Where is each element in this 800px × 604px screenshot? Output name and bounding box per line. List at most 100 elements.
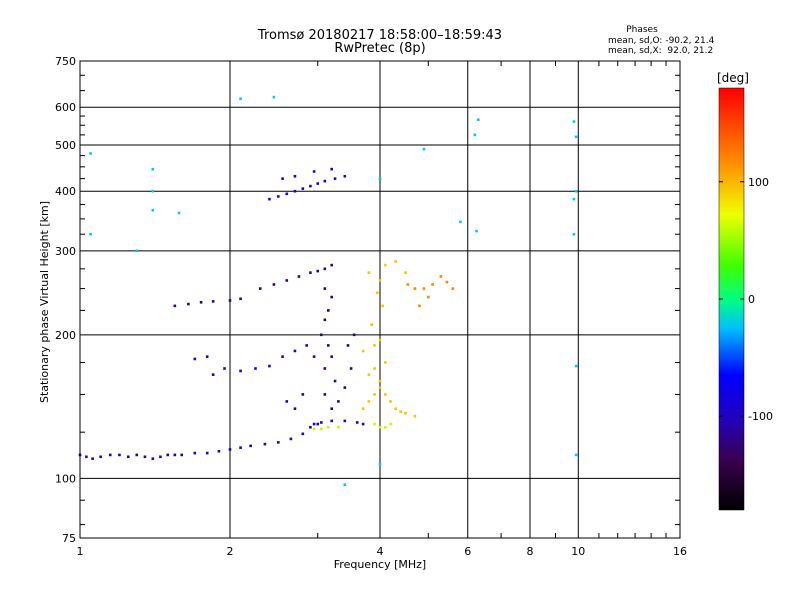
echo-point — [404, 411, 407, 415]
echo-point — [89, 232, 92, 236]
echo-point — [373, 367, 376, 370]
echo-point — [323, 179, 327, 183]
echo-point — [413, 287, 417, 290]
echo-point — [316, 269, 320, 273]
echo-point — [193, 451, 197, 455]
echo-point — [572, 120, 576, 123]
x-tick-label: 8 — [527, 545, 534, 558]
echo-point — [381, 304, 384, 308]
echo-point — [268, 197, 271, 201]
echo-point — [228, 448, 232, 451]
echo-point — [173, 453, 177, 457]
echo-point — [418, 304, 421, 308]
echo-point — [301, 432, 305, 436]
echo-point — [333, 177, 337, 180]
echo-point — [330, 419, 334, 423]
echo-point — [211, 300, 215, 303]
echo-point — [394, 260, 397, 263]
echo-point — [373, 422, 376, 426]
echo-point — [151, 208, 155, 212]
echo-point — [323, 393, 327, 396]
colorbar — [718, 87, 745, 511]
echo-point — [301, 187, 305, 190]
echo-point — [276, 195, 280, 198]
echo-point — [330, 295, 334, 299]
echo-point — [352, 333, 356, 337]
echo-point — [312, 427, 316, 431]
echo-point — [574, 189, 578, 193]
echo-point — [254, 367, 257, 370]
echo-point — [378, 386, 382, 389]
echo-point — [309, 425, 312, 429]
echo-point — [346, 344, 350, 347]
y-tick-label: 600 — [55, 101, 76, 114]
echo-point — [309, 271, 312, 274]
x-axis-ticks: 1 2 4 6 8 10 16 — [77, 61, 687, 558]
x-tick-label: 2 — [227, 545, 234, 558]
echo-point — [177, 211, 181, 215]
echo-point — [285, 400, 289, 403]
echo-point — [327, 425, 330, 429]
echo-point — [330, 407, 334, 411]
echo-point — [330, 263, 334, 267]
echo-point — [239, 297, 242, 301]
echo-point — [574, 453, 578, 457]
echo-points — [78, 95, 578, 487]
echo-point — [180, 453, 184, 457]
echo-point — [312, 422, 316, 426]
echo-point — [173, 304, 177, 308]
echo-point — [384, 361, 387, 364]
echo-point — [330, 167, 334, 171]
y-tick-label: 75 — [62, 532, 76, 545]
echo-point — [223, 367, 226, 370]
echo-point — [320, 421, 323, 424]
echo-point — [572, 197, 576, 201]
echo-point — [459, 220, 462, 224]
echo-point — [281, 177, 284, 180]
echo-point — [426, 295, 430, 299]
echo-point — [373, 393, 376, 396]
echo-point — [268, 364, 271, 368]
echo-point — [355, 421, 359, 424]
stats-line-o: mean, sd,O: -90.2, 21.4 — [608, 36, 715, 46]
echo-point — [367, 271, 371, 274]
echo-point — [445, 280, 449, 284]
echo-point — [394, 407, 397, 411]
echo-point — [367, 400, 371, 403]
echo-point — [343, 483, 347, 487]
echo-point — [89, 152, 92, 155]
echo-point — [389, 400, 392, 403]
echo-point — [378, 177, 382, 180]
echo-point — [118, 453, 121, 457]
echo-point — [337, 425, 340, 429]
echo-point — [323, 318, 327, 322]
echo-point — [293, 349, 297, 353]
echo-point — [404, 271, 407, 274]
colorbar-ticks: -100 0 100 — [719, 176, 773, 423]
echo-point — [301, 393, 305, 396]
echo-point — [205, 355, 209, 358]
echo-point — [249, 444, 252, 448]
echo-point — [285, 192, 289, 196]
echo-point — [151, 167, 155, 171]
echo-point — [378, 425, 382, 429]
echo-point — [297, 275, 301, 278]
echo-point — [337, 400, 340, 403]
echo-point — [211, 373, 215, 376]
echo-point — [199, 300, 203, 304]
echo-point — [91, 457, 94, 460]
echo-point — [99, 455, 102, 459]
echo-point — [320, 427, 323, 431]
x-tick-label: 1 — [77, 545, 84, 558]
echo-point — [263, 442, 267, 446]
echo-point — [151, 457, 155, 460]
echo-point — [239, 446, 242, 449]
y-tick-label: 750 — [55, 55, 76, 68]
echo-point — [327, 344, 330, 347]
echo-point — [431, 283, 434, 286]
echo-point — [193, 357, 197, 361]
echo-point — [85, 455, 88, 459]
echo-point — [272, 95, 276, 99]
y-axis-ticks: 75 100 200 300 400 500 600 750 — [55, 55, 680, 545]
echo-point — [475, 229, 478, 233]
